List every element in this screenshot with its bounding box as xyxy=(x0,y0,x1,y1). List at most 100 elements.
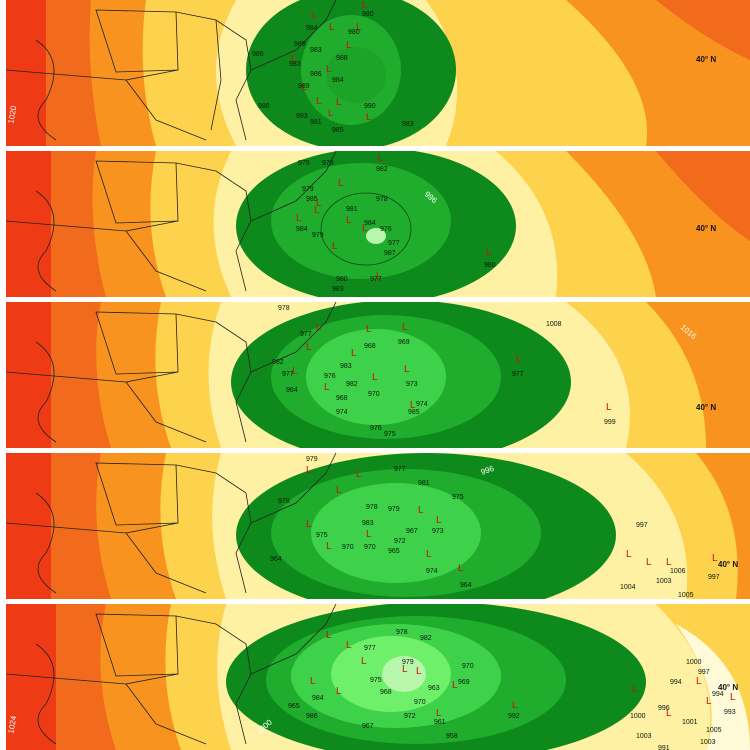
svg-text:986: 986 xyxy=(258,103,270,110)
svg-text:978: 978 xyxy=(396,629,408,636)
svg-text:L: L xyxy=(316,96,322,107)
svg-text:977: 977 xyxy=(364,645,376,652)
svg-text:982: 982 xyxy=(346,381,358,388)
svg-text:L: L xyxy=(418,505,424,516)
svg-text:L: L xyxy=(436,708,442,719)
svg-text:980: 980 xyxy=(484,262,496,269)
svg-text:988: 988 xyxy=(336,55,348,62)
svg-text:972: 972 xyxy=(404,713,416,720)
svg-text:L: L xyxy=(326,630,332,641)
svg-text:993: 993 xyxy=(724,709,736,716)
svg-text:L: L xyxy=(336,686,342,697)
pressure-values: 979 979 982 979 978 985 984 984 976 987 … xyxy=(296,160,496,293)
svg-text:973: 973 xyxy=(432,528,444,535)
svg-text:L: L xyxy=(706,696,712,707)
svg-text:977: 977 xyxy=(370,276,382,283)
svg-text:L: L xyxy=(410,400,416,411)
svg-text:958: 958 xyxy=(446,733,458,740)
svg-text:L: L xyxy=(452,680,458,691)
svg-text:982: 982 xyxy=(376,166,388,173)
pressure-values: 978 977 968 982 977 983 984 982 973 976 … xyxy=(272,305,616,438)
svg-text:L: L xyxy=(296,213,302,224)
svg-text:978: 978 xyxy=(278,498,290,505)
svg-text:L: L xyxy=(346,215,352,226)
svg-text:L: L xyxy=(626,549,632,560)
svg-text:979: 979 xyxy=(312,232,324,239)
svg-text:983: 983 xyxy=(332,286,344,293)
map-panel-3: L L L L L L L L L L L L 40° N 1008 1016 … xyxy=(6,302,750,448)
svg-text:L: L xyxy=(332,241,338,252)
svg-text:L: L xyxy=(512,700,518,711)
svg-text:L: L xyxy=(426,549,432,560)
svg-text:993: 993 xyxy=(296,113,308,120)
svg-text:986: 986 xyxy=(306,713,318,720)
svg-text:L: L xyxy=(326,64,332,75)
svg-text:L: L xyxy=(376,271,382,282)
svg-text:982: 982 xyxy=(272,359,284,366)
svg-text:L: L xyxy=(458,563,464,574)
svg-text:987: 987 xyxy=(384,250,396,257)
svg-text:989: 989 xyxy=(294,41,306,48)
svg-text:992: 992 xyxy=(508,713,520,720)
svg-text:980: 980 xyxy=(362,11,374,18)
svg-text:976: 976 xyxy=(324,373,336,380)
latitude-label: 40° N xyxy=(696,403,716,412)
map-panel-2-svg: L L L L L L L L L L 40° N 996 979 979 98… xyxy=(6,151,750,297)
svg-text:L: L xyxy=(404,364,410,375)
svg-text:L: L xyxy=(351,348,357,359)
svg-text:984: 984 xyxy=(286,387,298,394)
svg-text:979: 979 xyxy=(302,186,314,193)
svg-text:L: L xyxy=(516,354,522,365)
svg-text:965: 965 xyxy=(288,703,300,710)
svg-text:L: L xyxy=(361,656,367,667)
map-panel-4: L L L L L L L L L L L L L L 40° N 996 97… xyxy=(6,453,750,599)
svg-text:989: 989 xyxy=(298,83,310,90)
map-panel-3-svg: L L L L L L L L L L L L 40° N 1008 1016 … xyxy=(6,302,750,448)
svg-text:L: L xyxy=(486,247,492,258)
svg-text:L: L xyxy=(324,382,330,393)
svg-text:L: L xyxy=(696,676,702,687)
svg-text:1004: 1004 xyxy=(620,584,636,591)
svg-text:978: 978 xyxy=(366,504,378,511)
pressure-values: 982 978 977 975 970 979 968 963 969 970 … xyxy=(288,629,736,750)
svg-text:994: 994 xyxy=(712,691,724,698)
svg-text:964: 964 xyxy=(270,556,282,563)
svg-text:L: L xyxy=(338,178,344,189)
svg-text:985: 985 xyxy=(332,127,344,134)
svg-text:978: 978 xyxy=(278,305,290,312)
svg-text:1005: 1005 xyxy=(706,727,722,734)
svg-text:L: L xyxy=(366,324,372,335)
svg-text:970: 970 xyxy=(342,544,354,551)
svg-text:994: 994 xyxy=(670,679,682,686)
svg-text:975: 975 xyxy=(316,532,328,539)
svg-text:967: 967 xyxy=(362,723,374,730)
latitude-label: 40° N xyxy=(718,683,738,692)
svg-text:1000: 1000 xyxy=(630,713,646,720)
isobar-label: 996 xyxy=(480,464,496,477)
svg-text:977: 977 xyxy=(512,371,524,378)
svg-text:L: L xyxy=(356,22,362,33)
svg-text:L: L xyxy=(346,640,352,651)
svg-text:967: 967 xyxy=(406,528,418,535)
map-panel-4-svg: L L L L L L L L L L L L L L 40° N 996 97… xyxy=(6,453,750,599)
svg-text:L: L xyxy=(356,469,362,480)
svg-text:L: L xyxy=(646,557,652,568)
svg-text:L: L xyxy=(316,198,322,209)
svg-text:L: L xyxy=(366,529,372,540)
svg-text:961: 961 xyxy=(434,719,446,726)
svg-text:1003: 1003 xyxy=(636,733,652,740)
svg-text:969: 969 xyxy=(458,679,470,686)
svg-text:997: 997 xyxy=(698,669,710,676)
svg-text:975: 975 xyxy=(370,677,382,684)
svg-text:1000: 1000 xyxy=(686,659,702,666)
svg-text:979: 979 xyxy=(402,659,414,666)
svg-text:L: L xyxy=(402,322,408,333)
svg-text:L: L xyxy=(712,553,718,564)
svg-text:L: L xyxy=(632,684,638,695)
svg-text:980: 980 xyxy=(336,276,348,283)
svg-text:976: 976 xyxy=(380,226,392,233)
svg-text:L: L xyxy=(666,708,672,719)
svg-text:982: 982 xyxy=(420,635,432,642)
svg-text:969: 969 xyxy=(398,339,410,346)
